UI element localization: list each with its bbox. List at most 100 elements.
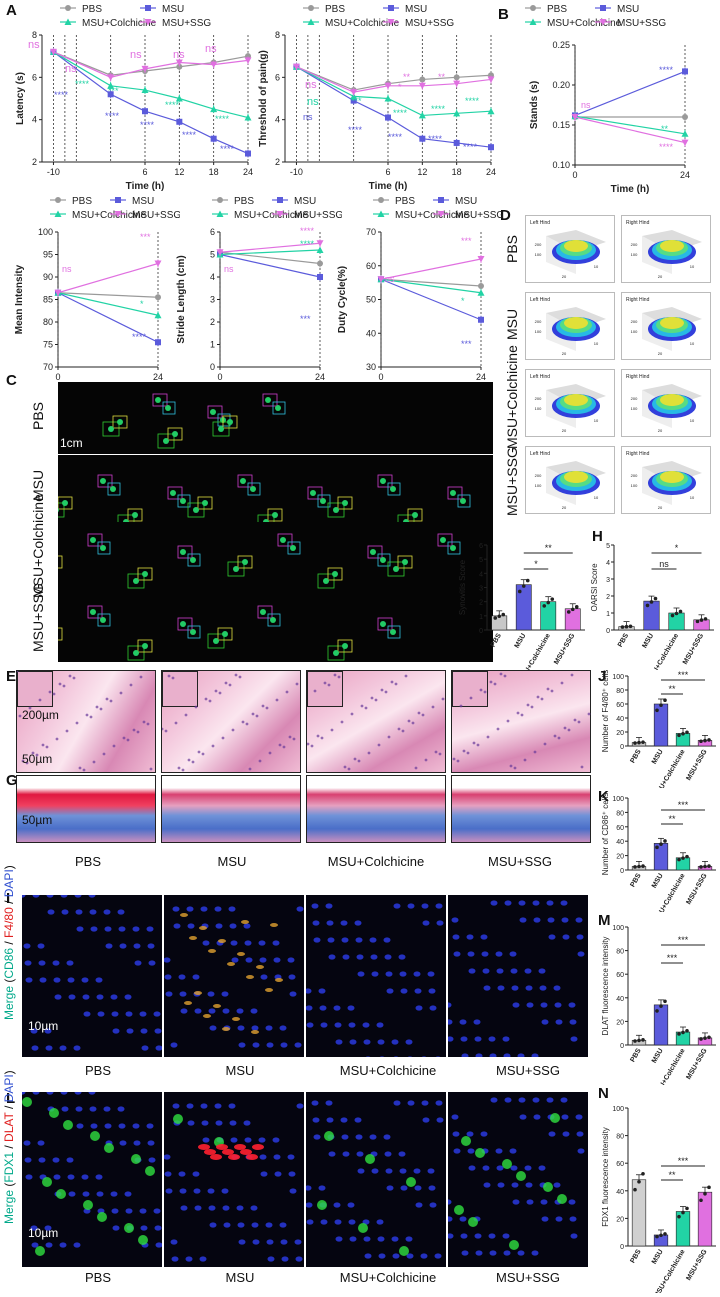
ytick-label: 80 (43, 317, 53, 327)
ytick-label: 5 (210, 250, 215, 260)
data-point (155, 294, 161, 301)
ytick-label: 0 (620, 1244, 624, 1251)
significance-label: ** (668, 814, 676, 824)
pressure-tick: 10 (594, 418, 599, 423)
data-point (142, 108, 148, 115)
ytick-label: 20 (616, 1216, 624, 1223)
legend-label-ssg: MSU+SSG (405, 18, 454, 29)
data-point (245, 150, 251, 157)
series-line (53, 51, 249, 119)
ytick-label: 0 (620, 744, 624, 751)
data-point (419, 76, 426, 83)
pressure-tick: 100 (535, 406, 542, 411)
group-caption-i-ssg: MSU+SSG (496, 1063, 560, 1078)
data-point (176, 63, 183, 70)
ytick-label: 85 (43, 295, 53, 305)
category-label: MSU (651, 1249, 665, 1266)
legend-label-colch: MSU+Colchicine (547, 18, 622, 29)
gait-row-2 (37, 522, 493, 594)
panel-letter-c: C (6, 372, 17, 389)
group-caption-g-pbs: PBS (74, 854, 101, 869)
ytick-label: 4 (210, 272, 215, 282)
xtick-label: 12 (174, 167, 184, 177)
pressure-map-title: Right Hind (626, 297, 650, 303)
data-point (384, 95, 392, 102)
ytick-label: 2 (32, 157, 37, 167)
pressure-map-left-hind: Left Hind 200 100 20 10 (525, 292, 615, 360)
data-point (477, 289, 485, 296)
y-axis-label: Duty Cycle(%) (337, 266, 348, 333)
pressure-tick: 100 (631, 406, 638, 411)
significance-label: **** (54, 90, 69, 100)
data-point (377, 276, 385, 283)
pressure-map-left-hind: Left Hind 200 100 20 10 (525, 215, 615, 283)
legend-marker-pbs (217, 197, 223, 203)
y-axis-label: Mean Intensity (14, 264, 25, 334)
significance-label: **** (220, 144, 235, 154)
gait-row-label: PBS (30, 401, 46, 430)
safranin-o-histology-panel: 50µm (0, 775, 595, 850)
fluorescence-image (444, 895, 588, 1059)
pressure-tick: 200 (535, 242, 542, 247)
data-point (216, 249, 224, 256)
fluorescence-image (444, 1092, 588, 1267)
ytick-label: 70 (43, 362, 53, 372)
ytick-label: 0.15 (552, 120, 570, 130)
legend-marker-colch (216, 210, 224, 217)
pressure-tick: 20 (658, 351, 663, 356)
legend-label-ssg: MSU+SSG (294, 210, 342, 221)
data-point (478, 283, 484, 289)
ytick-label: 60 (616, 972, 624, 979)
pressure-tick: 200 (631, 319, 638, 324)
pressure-map-title: Left Hind (530, 451, 550, 457)
fluorescence-image (18, 1089, 163, 1267)
ytick-label: 2 (606, 594, 610, 601)
ytick-label: 100 (612, 1106, 624, 1113)
significance-label: **** (428, 134, 443, 144)
data-point (419, 135, 426, 142)
significance-label: * (140, 299, 144, 309)
fluorescence-stain-label: Merge (FDX1 / DLAT / DAPI) (2, 1070, 16, 1224)
xtick-label: 24 (153, 372, 163, 382)
legend-label-msu: MSU (294, 196, 316, 207)
group-caption-g-colch: MSU+Colchicine (327, 854, 425, 869)
significance-label: ** (403, 72, 411, 82)
ytick-label: 20 (616, 730, 624, 737)
legend-marker-msu (145, 5, 151, 11)
fluorescence-image (304, 895, 446, 1062)
xtick-label: 0 (217, 372, 222, 382)
pressure-tick: 20 (658, 428, 663, 433)
legend-marker-ssg (144, 19, 152, 26)
pressure-tick: 100 (631, 483, 638, 488)
category-label: MSU+SSG (553, 632, 577, 666)
data-point (154, 260, 162, 267)
pressure-map-title: Right Hind (626, 451, 650, 457)
significance-label: * (398, 82, 402, 92)
ytick-label: 90 (43, 272, 53, 282)
category-label: MSU+SSG (685, 748, 709, 782)
pressure-tick: 20 (658, 274, 663, 279)
pressure-map-right-hind: Right Hind 200 100 20 10 (621, 446, 711, 514)
ytick-label: 100 (612, 925, 624, 932)
data-point (453, 139, 460, 146)
xtick-label: 0 (55, 372, 60, 382)
ytick-label: 0 (210, 362, 215, 372)
legend-label-colch: MSU+Colchicine (234, 210, 309, 221)
ytick-label: 40 (366, 328, 376, 338)
pressure-tick: 100 (631, 252, 638, 257)
data-point (107, 82, 115, 89)
significance-label: **** (165, 100, 180, 110)
group-caption-i-msu: MSU (225, 1063, 255, 1078)
pressure-tick: 200 (631, 396, 638, 401)
significance-label: *** (678, 670, 689, 680)
legend-marker-ssg (387, 19, 395, 26)
legend-label-msu: MSU (162, 4, 184, 15)
series-line (219, 249, 321, 256)
significance-label: *** (678, 800, 689, 810)
legend-label-colch: MSU+Colchicine (82, 18, 157, 29)
ytick-label: 40 (616, 996, 624, 1003)
xtick-label: 6 (142, 167, 147, 177)
